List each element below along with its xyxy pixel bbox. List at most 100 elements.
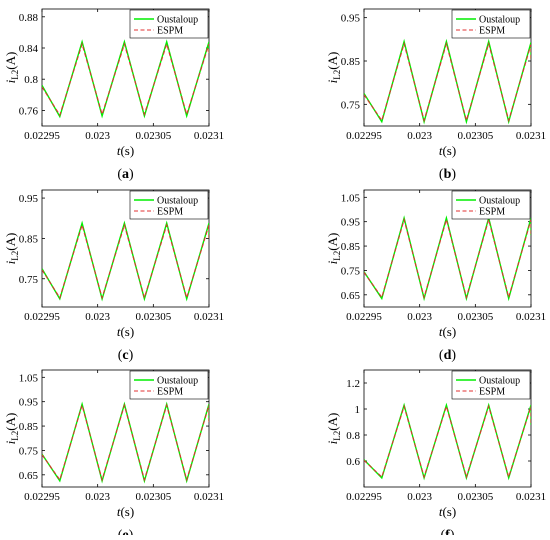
legend-label: Oustaloup	[157, 15, 198, 26]
axes-box	[363, 8, 532, 127]
y-tick-label: 0.75	[19, 445, 39, 457]
y-tick-label: 0.95	[341, 13, 361, 25]
legend-label: Oustaloup	[157, 376, 198, 387]
y-tick-label: 0.95	[19, 193, 39, 205]
x-tick-label: 0.02295	[346, 130, 382, 142]
y-label-sub: L2	[332, 70, 342, 80]
x-tick-label: 0.02295	[24, 491, 60, 503]
y-tick-label: 0.75	[19, 274, 39, 286]
legend-label: ESPM	[157, 387, 183, 398]
x-label-var: t	[117, 143, 121, 158]
x-tick-label: 0.023	[85, 491, 110, 503]
y-axis-label: iL2(A)	[325, 413, 342, 445]
y-tick-label: 0.8	[346, 430, 360, 442]
x-label-unit: (s)	[442, 504, 456, 519]
panel-label: (c)	[118, 348, 134, 363]
y-tick-label: 0.75	[341, 265, 361, 277]
y-label-var: i	[325, 260, 340, 264]
x-axis-label: t(s)	[439, 324, 456, 339]
y-tick-label: 0.65	[19, 470, 39, 482]
panel-label: (f)	[440, 528, 454, 535]
panel-label-open: (	[439, 348, 444, 363]
x-tick-label: 0.023	[407, 311, 432, 323]
y-label-unit: (A)	[325, 413, 340, 431]
x-tick-label: 0.0231	[194, 130, 224, 142]
x-label-var: t	[439, 504, 443, 519]
panel-label-letter: c	[122, 348, 128, 363]
panel-d: 0.02295 0.023 0.02305 0.0231 0.65 0.75 0.85 0.9…	[325, 189, 546, 363]
y-label-var: i	[325, 79, 340, 83]
x-tick-label: 0.0231	[194, 491, 224, 503]
legend-label: ESPM	[479, 207, 505, 218]
x-label-var: t	[117, 504, 121, 519]
y-tick-label: 0.6	[346, 456, 360, 468]
axes-box	[41, 8, 210, 127]
x-tick-label: 0.0231	[194, 311, 224, 323]
y-tick-label: 0.95	[19, 397, 39, 409]
x-label-var: t	[117, 324, 121, 339]
x-tick-label: 0.0231	[516, 130, 546, 142]
x-label-unit: (s)	[120, 324, 134, 339]
x-tick-label: 0.0231	[516, 491, 546, 503]
panel-label-open: (	[439, 167, 444, 182]
panel-label-letter: f	[445, 528, 450, 535]
panel-label-close: )	[451, 167, 456, 182]
x-tick-label: 0.0231	[516, 311, 546, 323]
y-tick-label: 1.05	[19, 372, 39, 384]
y-label-unit: (A)	[3, 233, 18, 251]
x-label-unit: (s)	[120, 504, 134, 519]
panel-label-close: )	[451, 348, 456, 363]
x-axis-label: t(s)	[439, 504, 456, 519]
panel-label-letter: a	[122, 167, 129, 182]
y-axis-label: iL2(A)	[3, 233, 20, 265]
x-axis-label: t(s)	[117, 324, 134, 339]
y-tick-label: 0.65	[341, 290, 361, 302]
x-label-var: t	[439, 324, 443, 339]
legend-box	[451, 190, 531, 220]
y-label-sub: L2	[10, 70, 20, 80]
x-tick-label: 0.02305	[135, 491, 171, 503]
y-label-var: i	[3, 79, 18, 83]
panel-label-open: (	[117, 167, 122, 182]
x-tick-label: 0.02305	[135, 130, 171, 142]
x-label-unit: (s)	[120, 143, 134, 158]
series-line-espm	[42, 223, 209, 300]
x-axis-label: t(s)	[117, 504, 134, 519]
series-line-espm	[42, 42, 209, 117]
y-label-sub: L2	[332, 251, 342, 261]
panel-label-close: )	[129, 528, 134, 535]
y-axis-label: iL2(A)	[325, 52, 342, 84]
panel-label: (d)	[439, 348, 456, 363]
x-tick-label: 0.023	[407, 130, 432, 142]
series-line-oustaloup	[42, 220, 209, 302]
panel-label-letter: e	[122, 528, 128, 535]
y-axis-label: iL2(A)	[3, 413, 20, 445]
y-label-sub: L2	[10, 251, 20, 261]
axes-box	[41, 189, 210, 308]
x-label-var: t	[439, 143, 443, 158]
panel-label: (a)	[117, 167, 134, 182]
x-label-unit: (s)	[442, 143, 456, 158]
legend-label: Oustaloup	[479, 15, 520, 26]
y-tick-label: 0.95	[341, 217, 361, 229]
y-tick-label: 0.76	[19, 105, 39, 117]
panel-label: (b)	[439, 167, 456, 182]
x-tick-label: 0.023	[407, 491, 432, 503]
legend-label: ESPM	[157, 26, 183, 37]
x-tick-label: 0.02295	[346, 311, 382, 323]
series-line-espm	[364, 41, 531, 123]
y-label-unit: (A)	[3, 413, 18, 431]
panel-label-close: )	[450, 528, 455, 535]
panel-a: 0.02295 0.023 0.02305 0.0231 0.76 0.8 0.84 0.88…	[3, 8, 224, 182]
y-tick-label: 0.85	[341, 56, 361, 68]
x-tick-label: 0.02305	[135, 311, 171, 323]
x-label-unit: (s)	[442, 324, 456, 339]
x-tick-label: 0.02305	[457, 491, 493, 503]
